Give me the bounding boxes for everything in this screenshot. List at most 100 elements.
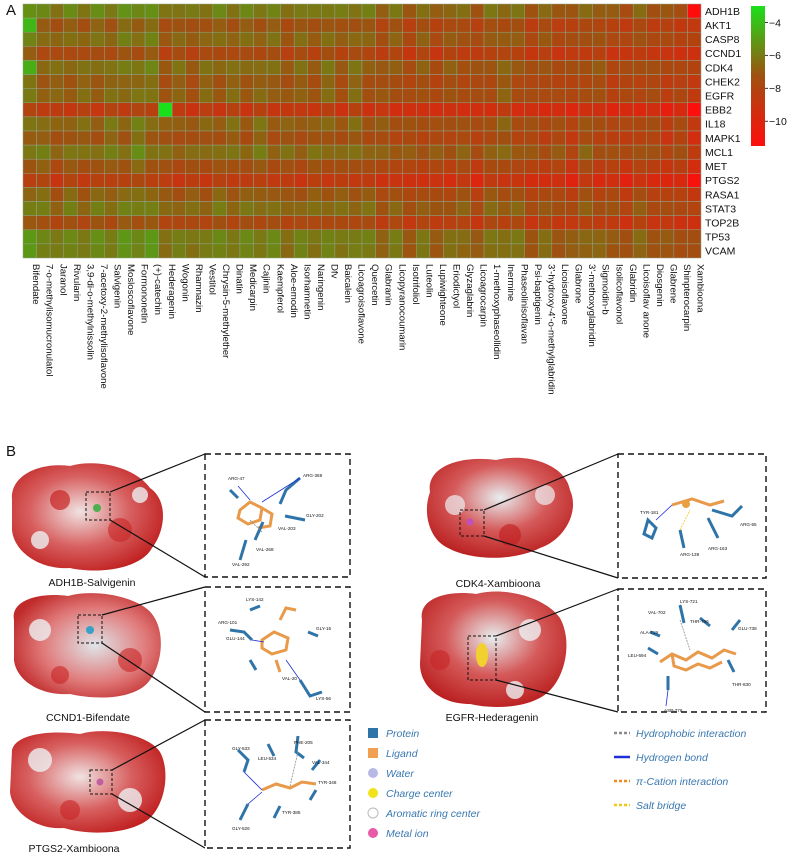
docking-egfr: EGFR-Hederagenin xyxy=(420,588,619,724)
heatmap-cell xyxy=(334,46,349,61)
heatmap-cell xyxy=(199,187,214,202)
heatmap-cell xyxy=(578,201,593,216)
interaction-box-egfr: LYS-721 VAL-702 THR-766 GLU-738 ALA-719 … xyxy=(617,588,767,713)
column-label: Bifendate xyxy=(30,264,41,305)
heatmap-cell xyxy=(524,74,539,89)
row-label: CDK4 xyxy=(705,62,733,74)
heatmap-cell xyxy=(470,173,485,188)
heatmap-cell xyxy=(253,187,268,202)
heatmap-cell xyxy=(592,88,607,104)
heatmap-cell xyxy=(293,201,309,216)
heatmap-cell xyxy=(538,144,553,160)
heatmap-cell xyxy=(470,3,485,19)
heatmap-cell xyxy=(646,130,661,146)
heatmap-cell xyxy=(361,60,376,75)
svg-text:VAL-268: VAL-268 xyxy=(256,547,274,552)
heatmap-cell xyxy=(348,144,363,160)
surface-patch xyxy=(506,681,524,699)
svg-text:TYR-348: TYR-348 xyxy=(318,780,337,785)
row-label: AKT1 xyxy=(705,20,731,32)
heatmap-cell xyxy=(76,88,92,104)
svg-text:ALA-719: ALA-719 xyxy=(640,630,658,635)
heatmap-cell xyxy=(470,229,485,245)
pocket-box xyxy=(467,635,497,681)
heatmap-cell xyxy=(104,3,119,19)
column-label: Cajinin xyxy=(261,264,272,293)
heatmap-cell xyxy=(632,102,648,118)
heatmap-cell xyxy=(646,46,661,61)
heatmap-cell xyxy=(22,158,37,174)
heatmap-cell xyxy=(266,158,281,174)
heatmap-cell xyxy=(76,3,92,19)
heatmap-cell xyxy=(117,187,132,202)
heatmap-cell xyxy=(144,17,159,33)
heatmap-cell xyxy=(239,144,254,160)
heatmap-cell xyxy=(456,46,471,61)
zoom-line xyxy=(495,588,619,637)
heatmap-cell xyxy=(443,74,458,89)
heatmap-cell xyxy=(660,88,675,104)
heatmap-cell xyxy=(660,187,675,202)
pocket-box xyxy=(77,614,103,644)
heatmap-cell xyxy=(76,116,92,132)
heatmap-cell xyxy=(551,116,566,132)
column-label: Dinatin xyxy=(234,264,245,294)
heatmap-cell xyxy=(456,60,471,75)
heatmap-cell xyxy=(253,3,268,19)
heatmap-cell xyxy=(348,116,363,132)
heatmap-cell xyxy=(510,173,525,188)
heatmap-cell xyxy=(456,3,471,19)
heatmap-cell xyxy=(144,144,159,160)
heatmap-cell xyxy=(510,74,525,89)
heatmap-cell xyxy=(307,130,322,146)
heatmap-cell xyxy=(212,17,227,33)
legend-protein: Protein xyxy=(386,728,419,740)
heatmap-cell xyxy=(497,215,512,231)
svg-text:GLY-15: GLY-15 xyxy=(316,626,332,631)
heatmap-cell xyxy=(212,130,227,146)
heatmap-cell xyxy=(293,130,309,146)
heatmap-cell xyxy=(266,116,281,132)
heatmap-cell xyxy=(49,102,64,118)
heatmap-cell xyxy=(131,144,146,160)
heatmap-cell xyxy=(253,74,268,89)
heatmap-cell xyxy=(646,144,661,160)
zoom-line xyxy=(101,586,206,616)
heatmap-cell xyxy=(321,215,336,231)
heatmap-cell xyxy=(239,173,254,188)
legend-metal-ion: Metal ion xyxy=(386,828,429,840)
heatmap-cell xyxy=(470,17,485,33)
heatmap-cell xyxy=(429,173,444,188)
heatmap-cell xyxy=(538,31,553,47)
heatmap-cell xyxy=(199,88,214,104)
heatmap-cell xyxy=(266,229,281,245)
heatmap-cell xyxy=(185,60,200,75)
heatmap-cell xyxy=(90,102,105,118)
heatmap-cell xyxy=(293,74,309,89)
heatmap-cell xyxy=(212,46,227,61)
zoom-line xyxy=(101,642,206,713)
heatmap-cell xyxy=(605,187,620,202)
heatmap-cell xyxy=(185,88,200,104)
heatmap-cell xyxy=(632,116,648,132)
svg-text:LYS-56: LYS-56 xyxy=(316,696,331,701)
heatmap-cell xyxy=(22,102,37,118)
heatmap-cell xyxy=(266,88,281,104)
heatmap-cell xyxy=(334,215,349,231)
column-label: Glabranin xyxy=(383,264,394,306)
heatmap-cell xyxy=(144,116,159,132)
heatmap-cell xyxy=(551,215,566,231)
zoom-line xyxy=(111,719,206,771)
heatmap-cell xyxy=(415,130,431,146)
heatmap-cell xyxy=(239,229,254,245)
heatmap-cell xyxy=(578,3,593,19)
heatmap-cell xyxy=(266,31,281,47)
heatmap-cell xyxy=(673,243,688,259)
heatmap-cell xyxy=(565,102,580,118)
heatmap-cell xyxy=(660,215,675,231)
heatmap-cell xyxy=(551,243,566,259)
heatmap-cell xyxy=(524,215,539,231)
heatmap-cell xyxy=(76,229,92,245)
heatmap-cell xyxy=(90,201,105,216)
heatmap-cell xyxy=(605,215,620,231)
